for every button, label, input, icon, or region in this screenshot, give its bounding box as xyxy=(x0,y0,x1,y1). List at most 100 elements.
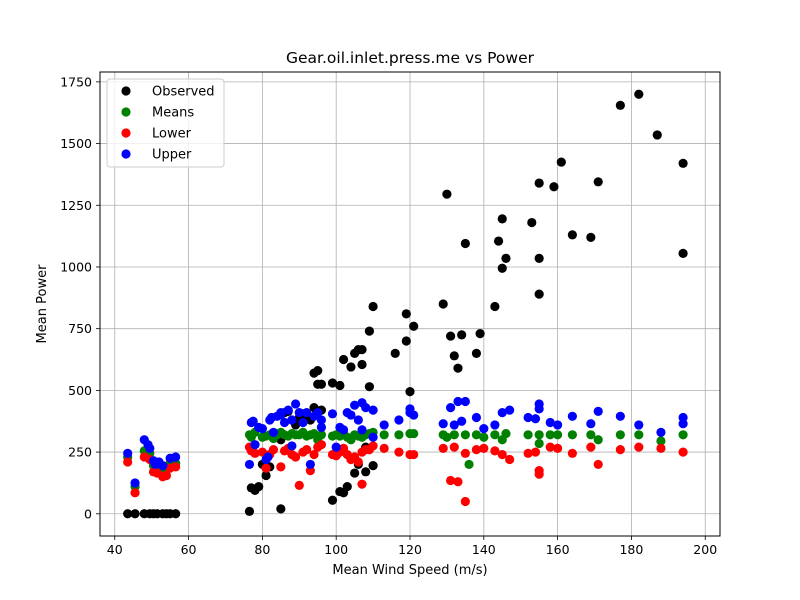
x-tick-label: 200 xyxy=(693,542,717,557)
point-means xyxy=(464,459,474,470)
x-tick-label: 160 xyxy=(546,542,570,557)
y-tick-label: 1500 xyxy=(60,136,92,151)
point-upper xyxy=(276,410,286,420)
x-tick-label: 40 xyxy=(107,542,123,557)
point-upper xyxy=(248,416,258,426)
point-upper xyxy=(361,403,371,413)
point-upper xyxy=(505,405,515,415)
point-upper xyxy=(357,425,367,435)
point-means xyxy=(586,430,596,440)
chart-title: Gear.oil.inlet.press.me vs Power xyxy=(286,49,535,67)
point-upper xyxy=(615,411,625,421)
point-upper xyxy=(534,404,544,414)
point-means xyxy=(316,430,327,440)
point-observed xyxy=(457,330,467,340)
point-upper xyxy=(553,420,563,430)
point-lower xyxy=(460,496,470,507)
point-upper xyxy=(394,415,404,425)
point-upper xyxy=(302,407,312,418)
point-upper xyxy=(490,420,500,430)
point-upper xyxy=(586,419,596,429)
point-upper xyxy=(445,403,456,413)
point-upper xyxy=(545,417,555,428)
point-upper xyxy=(457,416,467,426)
point-observed xyxy=(449,351,459,361)
point-lower xyxy=(523,448,533,458)
point-observed xyxy=(501,253,511,263)
point-lower xyxy=(438,443,448,453)
point-observed xyxy=(409,321,419,331)
point-means xyxy=(490,430,500,440)
legend-label-means: Means xyxy=(152,106,194,121)
point-upper xyxy=(346,410,356,420)
point-means xyxy=(545,430,555,440)
point-lower xyxy=(634,442,644,452)
point-observed xyxy=(615,100,625,110)
point-upper xyxy=(497,407,507,418)
point-lower xyxy=(394,447,404,457)
point-observed xyxy=(534,253,544,263)
point-observed xyxy=(368,461,378,471)
point-observed xyxy=(316,379,327,389)
x-tick-label: 60 xyxy=(181,542,197,557)
point-observed xyxy=(357,359,367,370)
point-lower xyxy=(567,448,577,458)
point-observed xyxy=(678,248,688,259)
point-observed xyxy=(453,363,463,373)
point-lower xyxy=(586,442,596,452)
point-lower xyxy=(460,448,470,458)
point-observed xyxy=(368,301,378,312)
point-observed xyxy=(364,382,375,392)
point-upper xyxy=(279,417,290,428)
point-lower xyxy=(123,457,133,467)
point-lower xyxy=(490,446,500,456)
point-lower xyxy=(379,443,389,453)
point-observed xyxy=(123,509,133,519)
point-observed xyxy=(171,509,181,519)
point-observed xyxy=(244,506,255,516)
legend-label-lower: Lower xyxy=(152,127,192,142)
point-upper xyxy=(449,420,459,430)
point-observed xyxy=(335,380,345,391)
point-upper xyxy=(130,478,140,488)
point-lower xyxy=(353,457,363,467)
point-upper xyxy=(123,448,133,458)
point-lower xyxy=(553,443,563,453)
point-observed xyxy=(361,467,371,477)
point-lower xyxy=(534,469,544,479)
legend-marker-means xyxy=(121,107,131,117)
point-lower xyxy=(593,459,603,470)
point-means xyxy=(409,428,419,439)
point-observed xyxy=(527,217,537,228)
point-upper xyxy=(453,396,463,407)
point-upper xyxy=(350,400,360,410)
point-upper xyxy=(523,412,533,423)
y-tick-label: 1250 xyxy=(60,198,92,213)
point-observed xyxy=(460,238,470,249)
point-lower xyxy=(453,477,463,487)
point-observed xyxy=(678,158,688,168)
legend: Observed Means Lower Upper xyxy=(106,78,225,168)
x-tick-label: 140 xyxy=(472,542,496,557)
point-observed xyxy=(471,348,482,358)
point-means xyxy=(479,432,489,442)
point-observed xyxy=(438,299,448,309)
point-means xyxy=(379,430,389,440)
legend-marker-lower xyxy=(121,128,131,138)
point-upper xyxy=(287,441,297,451)
point-observed xyxy=(534,178,544,188)
y-tick-label: 0 xyxy=(84,506,92,521)
point-lower xyxy=(545,442,555,452)
point-observed xyxy=(475,329,485,339)
point-observed xyxy=(350,468,360,478)
point-upper xyxy=(353,415,363,425)
point-means xyxy=(567,430,577,440)
point-observed xyxy=(634,89,644,99)
point-lower xyxy=(449,442,459,452)
point-lower xyxy=(302,445,312,455)
point-upper xyxy=(171,452,181,462)
y-tick-label: 500 xyxy=(68,383,92,398)
point-upper xyxy=(460,396,470,407)
point-observed xyxy=(357,345,367,355)
point-observed xyxy=(254,482,264,492)
